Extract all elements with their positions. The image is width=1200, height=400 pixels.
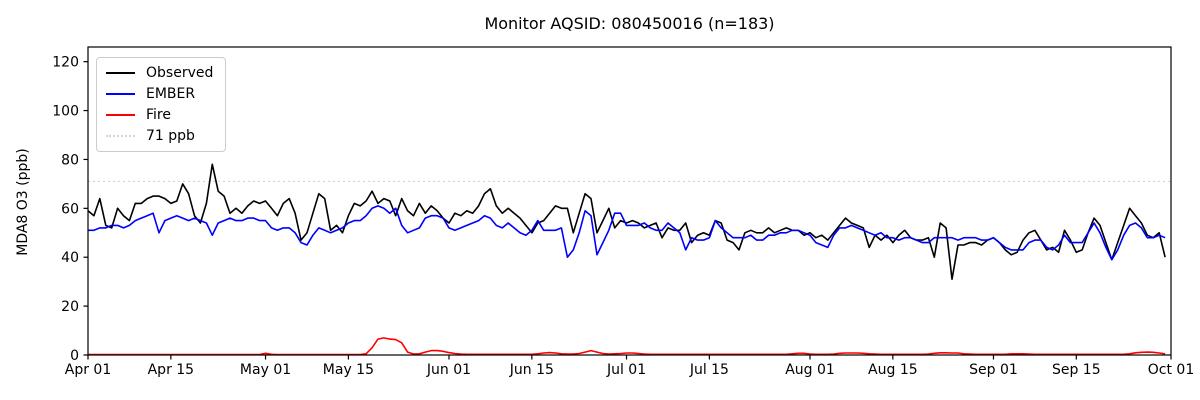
ember-line-sample <box>106 93 135 95</box>
x-tick-label: Jun 01 <box>426 362 471 378</box>
legend: Observed EMBER Fire 71 ppb <box>96 57 227 152</box>
observed-line-sample <box>106 72 135 74</box>
axes-frame <box>87 46 1172 356</box>
x-tick-label: Jun 15 <box>509 362 554 378</box>
threshold-line-sample <box>106 135 135 137</box>
legend-label: Fire <box>146 107 171 123</box>
x-tick-label: May 15 <box>323 362 374 378</box>
y-tick-label: 120 <box>52 55 79 71</box>
series-line-ember <box>88 205 1166 261</box>
x-tick-label: Apr 01 <box>65 362 111 378</box>
x-tick-label: Sep 15 <box>1052 362 1101 378</box>
x-tick-label: Aug 01 <box>785 362 835 378</box>
legend-label: EMBER <box>146 86 196 102</box>
x-tick-label: Oct 01 <box>1148 362 1194 378</box>
chart-title: Monitor AQSID: 080450016 (n=183) <box>484 14 775 33</box>
legend-item-observed: Observed <box>106 65 213 81</box>
y-tick-label: 20 <box>61 299 79 315</box>
x-tick-label: Sep 01 <box>969 362 1018 378</box>
series-line-observed <box>87 163 1166 281</box>
x-tick-label: Jul 01 <box>606 362 646 378</box>
x-tick-label: Apr 15 <box>148 362 194 378</box>
y-tick-label: 40 <box>61 250 79 266</box>
legend-label: 71 ppb <box>146 128 195 144</box>
x-tick-label: May 01 <box>240 362 291 378</box>
legend-item-ember: EMBER <box>106 86 213 102</box>
y-tick-label: 60 <box>61 201 79 217</box>
series-line-fire <box>88 337 1166 356</box>
y-tick-label: 80 <box>61 152 79 168</box>
legend-item-threshold: 71 ppb <box>106 128 213 144</box>
legend-item-fire: Fire <box>106 107 213 123</box>
y-tick-label: 0 <box>70 348 79 364</box>
x-tick-label: Aug 15 <box>868 362 918 378</box>
fire-line-sample <box>106 114 135 116</box>
legend-label: Observed <box>146 65 214 81</box>
x-tick-label: Jul 15 <box>689 362 729 378</box>
y-tick-label: 100 <box>52 104 79 120</box>
